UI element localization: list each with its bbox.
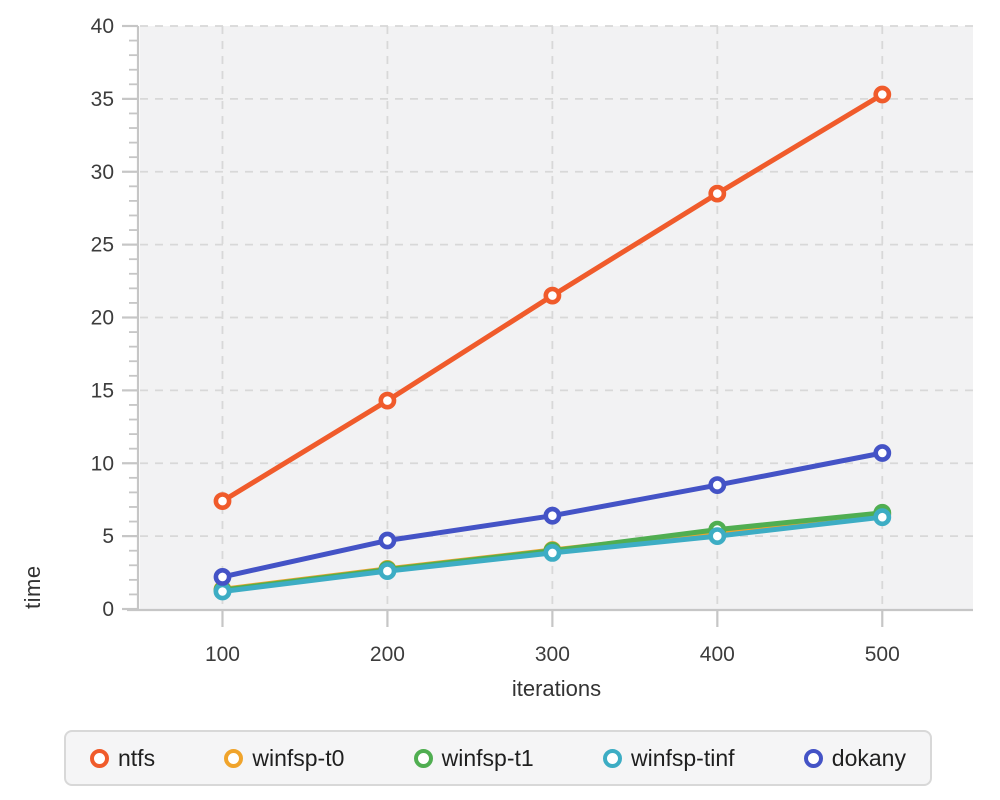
x-tick-label: 500	[865, 643, 900, 666]
data-point-ntfs	[378, 391, 397, 410]
legend-marker-dokany	[803, 748, 823, 768]
x-tick-label: 100	[205, 643, 240, 666]
x-tick-label: 300	[535, 643, 570, 666]
x-tick-label: 400	[700, 643, 735, 666]
y-tick-label: 30	[91, 161, 114, 184]
legend-label: dokany	[831, 744, 906, 771]
legend-item-winfsp-tinf: winfsp-tinf	[602, 744, 735, 772]
legend-item-ntfs: ntfs	[90, 745, 155, 772]
y-tick-label: 20	[91, 307, 114, 330]
data-point-dokany	[213, 568, 232, 586]
data-point-winfsp-tinf	[873, 508, 892, 527]
x-tick-label: 200	[370, 643, 405, 666]
data-point-dokany	[543, 506, 562, 525]
legend-marker-winfsp-t0	[224, 748, 244, 768]
legend-label: winfsp-t1	[441, 744, 534, 771]
y-tick-label: 40	[91, 15, 114, 38]
legend-marker-winfsp-tinf	[602, 748, 622, 768]
data-point-dokany	[378, 531, 397, 550]
legend-label: winfsp-tinf	[630, 744, 735, 771]
data-point-winfsp-tinf	[378, 562, 397, 580]
data-point-ntfs	[708, 184, 727, 203]
legend-item-dokany: dokany	[803, 744, 906, 772]
y-tick-label: 25	[91, 234, 114, 257]
line-chart: 0 5 10 15 20 25 30 35 40 100 200 300 400 500	[91, 15, 973, 666]
data-point-dokany	[708, 476, 727, 494]
data-point-winfsp-tinf	[213, 582, 232, 601]
y-tick-label: 5	[102, 525, 114, 548]
legend-item-winfsp-t1: winfsp-t1	[413, 744, 534, 772]
x-axis-title: iterations	[511, 676, 602, 701]
data-point-ntfs	[873, 85, 892, 104]
y-tick-label: 15	[91, 379, 114, 402]
y-tick-label: 35	[91, 88, 114, 111]
y-tick-label: 10	[91, 452, 114, 475]
data-point-winfsp-tinf	[708, 527, 727, 545]
legend-marker-ntfs	[90, 748, 109, 768]
legend-label: winfsp-t0	[252, 744, 345, 771]
y-tick-label: 0	[102, 598, 114, 621]
data-point-winfsp-tinf	[543, 544, 562, 562]
data-point-ntfs	[213, 492, 232, 510]
y-axis-title: time	[20, 565, 45, 609]
legend-label: ntfs	[118, 744, 156, 771]
legend-item-winfsp-t0: winfsp-t0	[224, 745, 344, 772]
data-point-dokany	[873, 444, 892, 462]
legend-marker-winfsp-t1	[413, 748, 433, 768]
data-point-ntfs	[543, 286, 562, 305]
legend: ntfs winfsp-t0 winfsp-t1 winfsp-tinf dokany	[64, 730, 932, 786]
